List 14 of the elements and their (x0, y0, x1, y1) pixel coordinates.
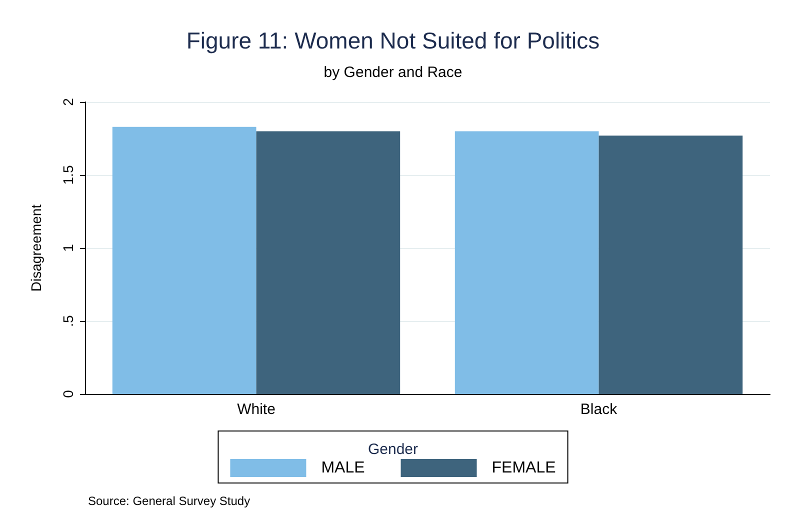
y-tick-label: 2 (60, 98, 76, 106)
source-note: Source: General Survey Study (88, 494, 250, 508)
y-tick-label: 1.5 (60, 165, 76, 185)
legend-label: FEMALE (492, 460, 556, 476)
legend-title: Gender (368, 441, 418, 458)
x-tick-label: White (237, 401, 276, 418)
y-axis-title: Disagreement (28, 204, 44, 292)
y-tick-label: 0 (60, 390, 76, 398)
y-tick-label: 1 (60, 244, 76, 252)
chart-subtitle: by Gender and Race (324, 64, 462, 81)
y-tick-label: .5 (60, 314, 76, 327)
legend-label: MALE (321, 460, 365, 476)
x-tick-label: Black (580, 401, 618, 418)
chart-title: Figure 11: Women Not Suited for Politics (186, 28, 600, 54)
